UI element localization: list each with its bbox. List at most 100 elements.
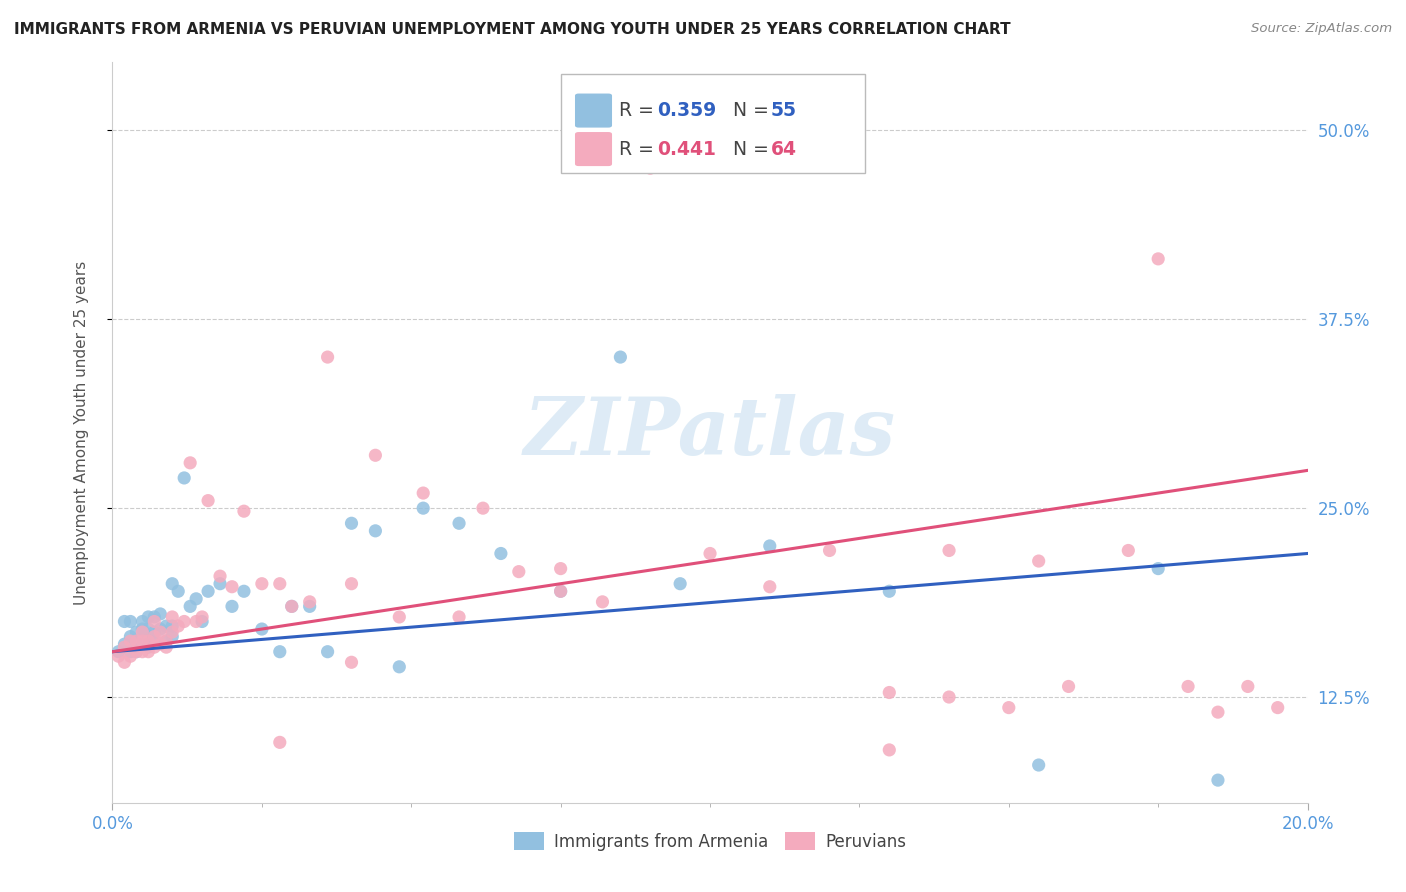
Point: [233, 504, 256, 518]
Point: [1237, 680, 1260, 694]
Point: [162, 630, 183, 644]
Point: [221, 599, 243, 614]
Point: [412, 501, 434, 516]
Point: [114, 640, 135, 655]
Point: [149, 607, 172, 621]
Point: [364, 448, 387, 462]
Point: [269, 645, 291, 659]
Point: [879, 584, 901, 599]
Text: 0.359: 0.359: [658, 101, 717, 120]
Point: [1147, 561, 1170, 575]
Point: [412, 486, 434, 500]
Point: [143, 640, 166, 655]
Y-axis label: Unemployment Among Youth under 25 years: Unemployment Among Youth under 25 years: [75, 260, 89, 605]
Point: [938, 543, 960, 558]
Point: [1028, 554, 1050, 568]
Point: [162, 576, 183, 591]
Text: N =: N =: [733, 101, 775, 120]
Point: [120, 649, 142, 664]
Point: [640, 161, 662, 176]
Point: [340, 576, 363, 591]
Point: [120, 645, 142, 659]
Point: [316, 645, 339, 659]
Point: [1147, 252, 1170, 266]
Point: [340, 655, 363, 669]
Point: [120, 615, 142, 629]
Point: [167, 584, 190, 599]
Point: [131, 625, 153, 640]
Point: [120, 634, 142, 648]
Point: [131, 634, 153, 648]
Point: [131, 634, 153, 648]
Point: [179, 456, 201, 470]
Point: [107, 649, 129, 664]
Point: [131, 645, 153, 659]
Point: [669, 576, 692, 591]
Point: [191, 615, 214, 629]
Text: N =: N =: [733, 139, 775, 159]
Point: [699, 547, 721, 561]
Text: R =: R =: [619, 101, 659, 120]
Point: [125, 625, 148, 640]
Point: [138, 645, 160, 659]
Point: [143, 630, 166, 644]
Point: [759, 539, 782, 553]
Point: [155, 634, 177, 648]
Point: [173, 471, 195, 485]
Point: [233, 584, 256, 599]
Point: [281, 599, 304, 614]
Point: [167, 619, 190, 633]
FancyBboxPatch shape: [575, 132, 612, 166]
FancyBboxPatch shape: [561, 73, 866, 173]
Point: [998, 700, 1021, 714]
Point: [120, 630, 142, 644]
Point: [143, 625, 166, 640]
Point: [131, 637, 153, 651]
Point: [138, 640, 160, 655]
Text: R =: R =: [619, 139, 659, 159]
Point: [143, 610, 166, 624]
Legend: Immigrants from Armenia, Peruvians: Immigrants from Armenia, Peruvians: [508, 825, 912, 857]
Point: [489, 547, 512, 561]
Point: [879, 743, 901, 757]
Point: [155, 640, 177, 655]
Point: [250, 622, 273, 636]
Point: [364, 524, 387, 538]
Point: [298, 599, 321, 614]
Point: [173, 615, 195, 629]
Text: 0.441: 0.441: [658, 139, 716, 159]
Point: [138, 630, 160, 644]
Point: [472, 501, 495, 516]
Point: [1028, 758, 1050, 772]
Point: [1267, 700, 1289, 714]
Point: [186, 591, 208, 606]
Point: [269, 576, 291, 591]
Point: [114, 615, 135, 629]
Point: [340, 516, 363, 531]
Point: [1206, 773, 1229, 788]
Point: [107, 645, 129, 659]
Point: [125, 645, 148, 659]
Point: [1206, 705, 1229, 719]
Point: [114, 655, 135, 669]
Point: [316, 350, 339, 364]
Point: [179, 599, 201, 614]
Point: [508, 565, 530, 579]
Point: [879, 685, 901, 699]
Point: [388, 660, 411, 674]
Point: [197, 493, 219, 508]
Point: [1118, 543, 1140, 558]
Point: [131, 622, 153, 636]
Point: [449, 610, 471, 624]
Point: [191, 610, 214, 624]
Point: [186, 615, 208, 629]
Text: 64: 64: [770, 139, 797, 159]
Point: [449, 516, 471, 531]
Point: [609, 350, 631, 364]
Point: [131, 615, 153, 629]
Point: [125, 634, 148, 648]
Point: [1057, 680, 1080, 694]
Point: [138, 610, 160, 624]
Point: [550, 561, 572, 575]
Point: [550, 584, 572, 599]
